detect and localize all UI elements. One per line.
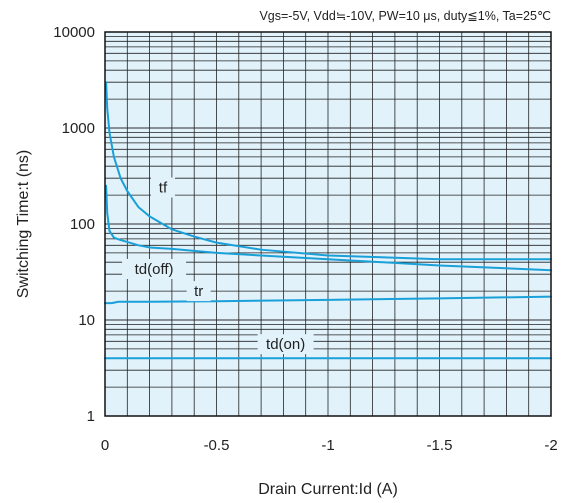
x-axis-title: Drain Current:Id (A) xyxy=(258,481,398,498)
series-label-bg xyxy=(122,258,187,279)
series-line-tdoff xyxy=(105,184,552,272)
series-label-bg xyxy=(186,281,211,302)
y-axis-title: Switching Time:t (ns) xyxy=(15,150,32,298)
y-tick-label: 10 xyxy=(78,312,95,329)
series-label-tdoff: td(off) xyxy=(135,261,174,278)
series-label-bg xyxy=(150,177,175,198)
series-line-tr xyxy=(104,295,552,305)
series-label-tr: tr xyxy=(194,283,203,300)
series-labels: tf td(off) tr td(on) xyxy=(122,177,314,355)
series-label-tf: tf xyxy=(159,179,168,196)
x-tick-label: -1.5 xyxy=(427,437,453,454)
series-line-tf xyxy=(105,81,552,261)
series-label-bg xyxy=(257,334,314,355)
x-axis-ticks: 0 -0.5 -1 -1.5 -2 xyxy=(101,437,558,454)
x-tick-label: -2 xyxy=(544,437,557,454)
test-conditions-annotation: Vgs=-5V, Vdd≒-10V, PW=10 μs, duty≦1%, Ta… xyxy=(259,9,551,23)
series-lines xyxy=(104,81,552,360)
series-label-tdon: td(on) xyxy=(266,336,305,353)
y-tick-label: 1 xyxy=(87,408,95,425)
x-tick-label: -1 xyxy=(321,437,334,454)
y-tick-label: 10000 xyxy=(53,24,95,41)
y-tick-label: 1000 xyxy=(62,120,95,137)
x-tick-label: -0.5 xyxy=(204,437,230,454)
plot-frame xyxy=(104,31,552,417)
y-tick-label: 100 xyxy=(70,216,95,233)
x-tick-label: 0 xyxy=(101,437,109,454)
y-axis-ticks: 1 10 100 1000 10000 xyxy=(53,24,95,425)
